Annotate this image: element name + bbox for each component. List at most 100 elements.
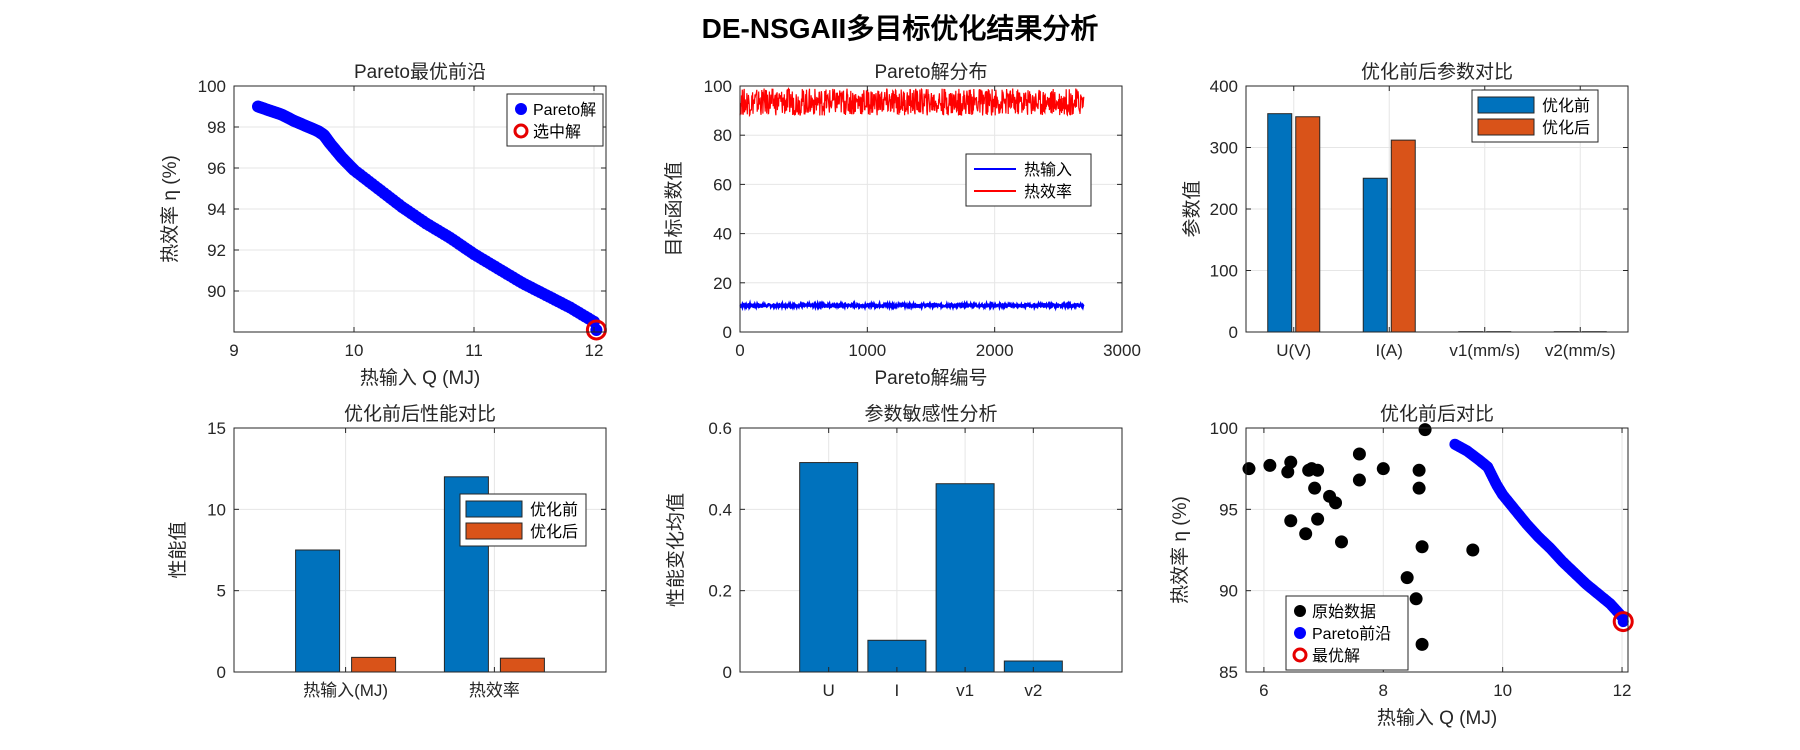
y-tick-label: 100 xyxy=(198,77,226,96)
raw-data-point xyxy=(1409,592,1423,606)
legend-marker xyxy=(1292,647,1308,663)
x-axis-label: Pareto解编号 xyxy=(875,367,988,389)
best-solution-marker xyxy=(1612,611,1634,633)
legend-marker xyxy=(465,522,523,540)
figure-suptitle: DE-NSGAII多目标优化结果分析 xyxy=(702,13,1099,44)
raw-data-point xyxy=(1263,458,1277,472)
raw-data-point xyxy=(1412,463,1426,477)
x-tick-label: I xyxy=(895,681,900,700)
y-tick-label: 40 xyxy=(713,225,732,244)
x-tick-label: U xyxy=(823,681,835,700)
x-tick-label: 热效率 xyxy=(469,681,520,700)
bar-优化后-I(A) xyxy=(1390,139,1416,333)
x-tick-label: v1 xyxy=(956,681,974,700)
legend-label: 优化前 xyxy=(1542,97,1590,115)
y-tick-label: 90 xyxy=(207,282,226,301)
raw-data-point xyxy=(1281,465,1295,479)
y-tick-label: 300 xyxy=(1210,139,1238,158)
legend-marker xyxy=(1294,627,1306,639)
axes-frame xyxy=(1245,427,1629,673)
y-axis-label: 目标函数值 xyxy=(663,161,685,256)
bar-优化后-热输入(MJ) xyxy=(351,656,397,673)
y-tick-label: 0.6 xyxy=(708,419,732,438)
y-tick-label: 100 xyxy=(704,77,732,96)
plot-area xyxy=(234,428,606,672)
subplot-title: Pareto解分布 xyxy=(875,61,988,83)
raw-data-point xyxy=(1329,496,1343,510)
x-tick-label: I(A) xyxy=(1376,341,1403,360)
x-tick-label: 1000 xyxy=(848,341,886,360)
legend-label: 原始数据 xyxy=(1312,603,1376,621)
y-tick-label: 400 xyxy=(1210,77,1238,96)
y-tick-label: 0 xyxy=(217,663,226,682)
y-tick-label: 15 xyxy=(207,419,226,438)
legend-marker xyxy=(1294,605,1306,617)
x-tick-label: v2(mm/s) xyxy=(1545,341,1616,360)
bar-敏感性-v1 xyxy=(935,483,995,673)
x-tick-label: 12 xyxy=(585,341,604,360)
y-axis-label: 热效率 η (%) xyxy=(1169,496,1191,604)
subplot-title: 优化前后对比 xyxy=(1380,403,1494,425)
legend-marker xyxy=(513,123,529,139)
subplot-title: 优化前后性能对比 xyxy=(344,403,496,425)
y-tick-label: 96 xyxy=(207,159,226,178)
legend-label: 选中解 xyxy=(533,123,581,141)
y-axis-label: 参数值 xyxy=(1181,180,1203,237)
raw-data-point xyxy=(1466,543,1480,557)
y-tick-label: 60 xyxy=(713,175,732,194)
x-tick-label: U(V) xyxy=(1276,341,1311,360)
bar-优化前-I(A) xyxy=(1362,177,1388,333)
legend-label: 优化后 xyxy=(1542,119,1590,137)
y-tick-label: 85 xyxy=(1219,663,1238,682)
x-tick-label: 10 xyxy=(1493,681,1512,700)
y-axis-label: 热效率 η (%) xyxy=(159,155,181,263)
y-tick-label: 98 xyxy=(207,118,226,137)
raw-data-point xyxy=(1335,535,1348,549)
subplot-title: 参数敏感性分析 xyxy=(864,403,997,425)
y-tick-label: 5 xyxy=(217,582,226,601)
raw-data-point xyxy=(1400,571,1414,585)
axes-frame xyxy=(739,85,1123,333)
y-tick-label: 20 xyxy=(713,274,732,293)
legend-marker xyxy=(515,103,527,115)
subplot-2: 0 1000 2000 3000 0 20 40 60 80 100 Pareto解分布 Pareto… xyxy=(663,61,1141,389)
series-line-heat-efficiency xyxy=(739,86,1085,118)
legend-label: 优化前 xyxy=(530,501,578,519)
series-line-heat-input xyxy=(739,299,1085,312)
legend-label: Pareto前沿 xyxy=(1312,625,1391,643)
x-axis-label: 热输入 Q (MJ) xyxy=(360,367,480,389)
bar-优化后-U(V) xyxy=(1295,116,1321,333)
y-tick-label: 200 xyxy=(1210,200,1238,219)
legend-label: 优化后 xyxy=(530,523,578,541)
selected-solution-marker xyxy=(585,319,607,341)
legend-label: Pareto解 xyxy=(533,101,596,119)
y-tick-label: 90 xyxy=(1219,582,1238,601)
y-tick-label: 100 xyxy=(1210,419,1238,438)
legend-marker xyxy=(465,500,523,518)
bar-优化前-热输入(MJ) xyxy=(295,549,341,673)
raw-data-point xyxy=(1415,540,1429,554)
x-tick-label: v2 xyxy=(1024,681,1042,700)
raw-data-point xyxy=(1299,527,1313,541)
raw-data-point xyxy=(1242,462,1256,476)
legend-label: 热效率 xyxy=(1024,183,1072,201)
y-tick-label: 80 xyxy=(713,126,732,145)
y-tick-label: 0.2 xyxy=(708,582,732,601)
raw-data-point xyxy=(1308,481,1322,495)
subplot-3: U(V) I(A) v1(mm/s) v2(mm/s) 0 100 200 300 400 优化前… xyxy=(1181,61,1629,360)
x-tick-label: 12 xyxy=(1613,681,1632,700)
raw-data-point xyxy=(1352,447,1366,461)
axes-frame xyxy=(233,427,607,673)
x-tick-label: 3000 xyxy=(1103,341,1141,360)
raw-data-point xyxy=(1418,423,1432,437)
x-tick-label: v1(mm/s) xyxy=(1449,341,1520,360)
y-axis-label: 性能值 xyxy=(167,521,189,578)
y-tick-label: 0 xyxy=(723,323,732,342)
raw-data-point xyxy=(1284,514,1298,528)
x-tick-label: 10 xyxy=(345,341,364,360)
